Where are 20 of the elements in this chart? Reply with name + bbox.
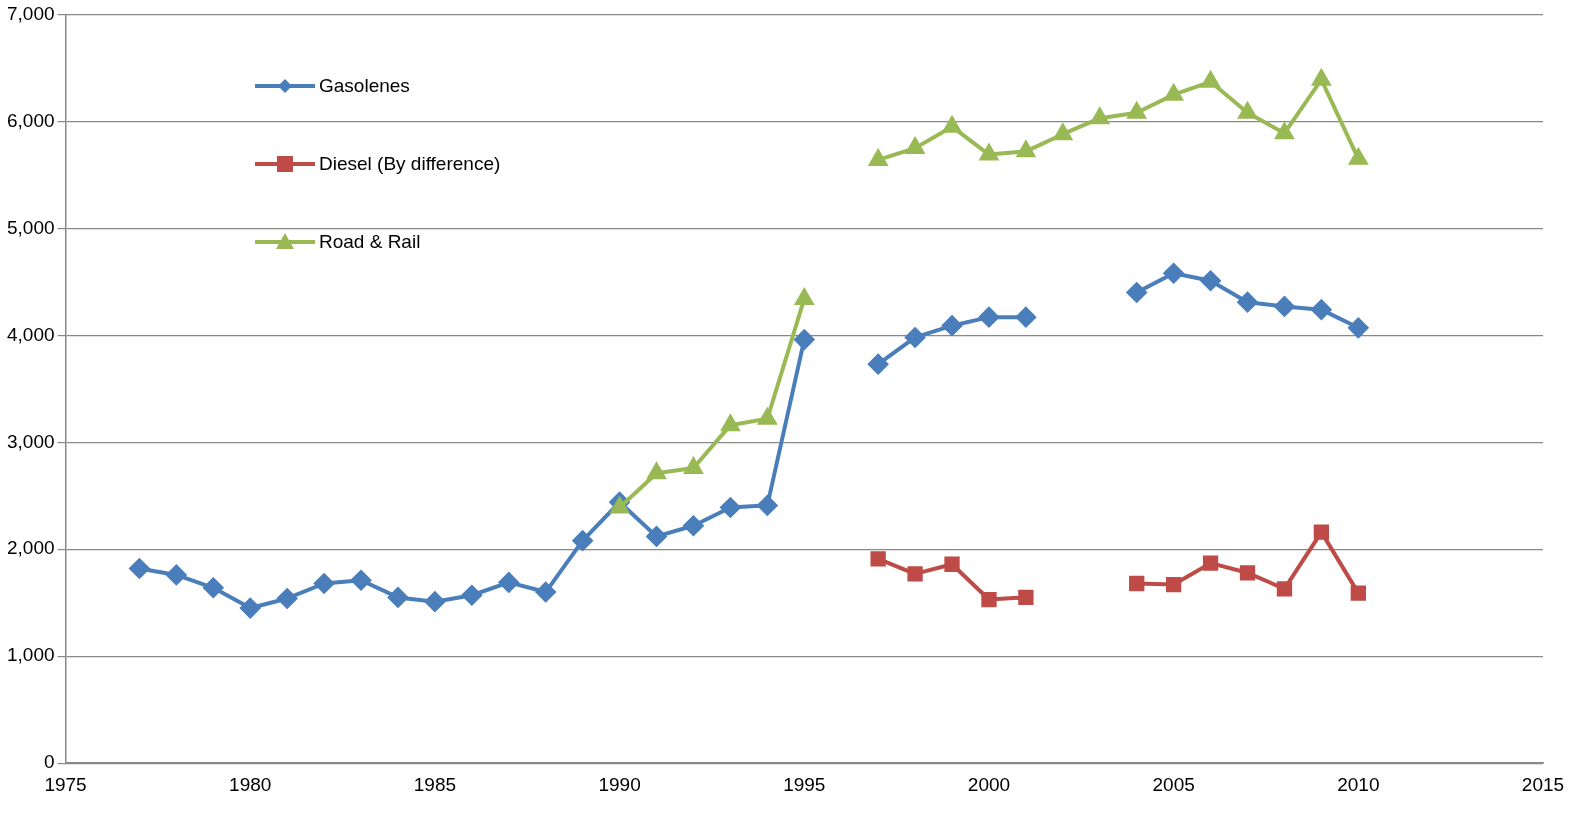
x-tick-label: 1975	[44, 773, 87, 795]
x-tick-label: 2010	[1337, 773, 1380, 795]
y-tick-label: 5,000	[7, 216, 55, 238]
y-tick-label: 0	[43, 751, 55, 773]
legend-label: Road & Rail	[319, 231, 421, 253]
y-tick-label: 6,000	[7, 109, 55, 131]
x-tick-label: 1990	[598, 773, 641, 795]
x-tick-label: 2000	[967, 773, 1011, 795]
x-tick-label: 1985	[413, 773, 457, 795]
legend-label: Diesel (By difference)	[319, 153, 501, 175]
x-tick-label: 2015	[1521, 773, 1565, 795]
y-tick-label: 7,000	[7, 2, 55, 24]
y-tick-label: 2,000	[7, 537, 55, 559]
y-tick-label: 4,000	[7, 323, 55, 345]
y-tick-label: 3,000	[7, 430, 55, 452]
legend-label: Gasolenes	[319, 75, 410, 97]
x-tick-label: 1980	[229, 773, 272, 795]
y-tick-label: 1,000	[7, 644, 55, 666]
x-tick-label: 2005	[1152, 773, 1195, 795]
x-tick-label: 1995	[783, 773, 826, 795]
